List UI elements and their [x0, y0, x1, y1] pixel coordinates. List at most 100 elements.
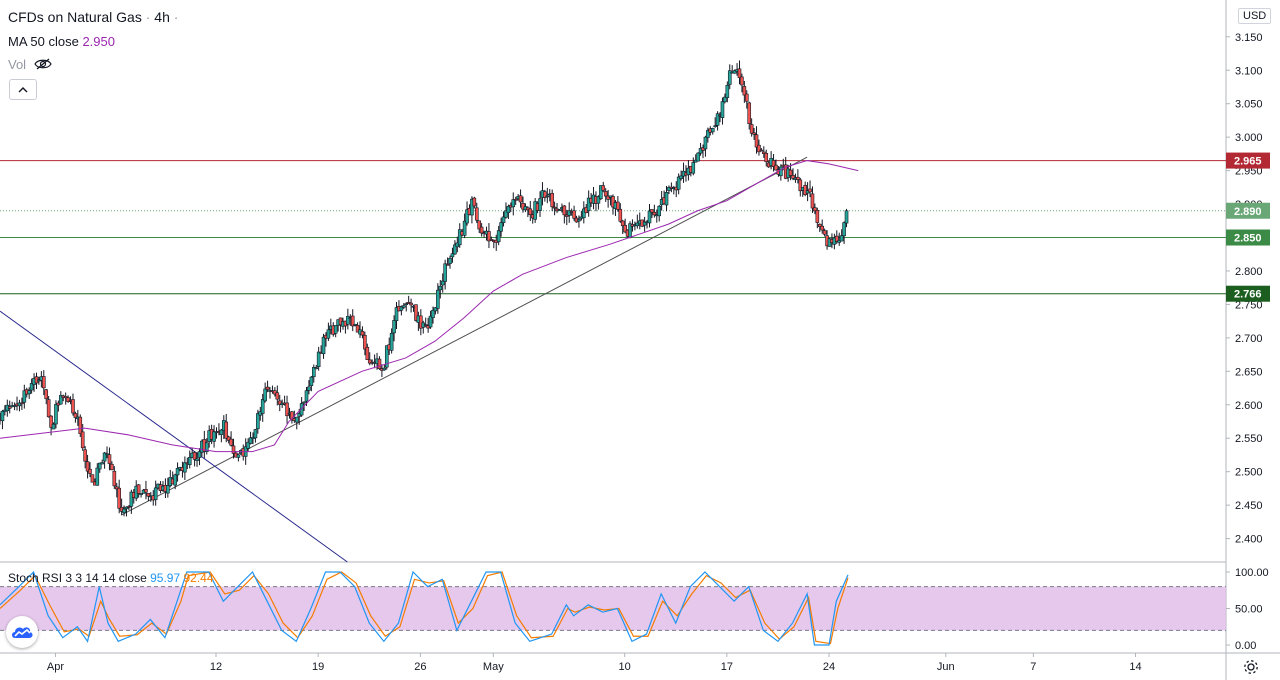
candle[interactable]: [501, 211, 506, 227]
candle[interactable]: [229, 431, 233, 447]
candle[interactable]: [260, 393, 265, 422]
candle[interactable]: [409, 298, 413, 313]
candle[interactable]: [796, 169, 800, 184]
eye-hidden-icon[interactable]: [34, 58, 52, 70]
candle[interactable]: [183, 456, 187, 481]
candle[interactable]: [110, 461, 114, 471]
candle[interactable]: [97, 462, 102, 473]
candle[interactable]: [29, 378, 34, 394]
candle[interactable]: [144, 480, 148, 500]
candle[interactable]: [679, 170, 683, 181]
candle[interactable]: [443, 259, 447, 290]
currency-label[interactable]: USD: [1238, 8, 1272, 24]
stoch-k-line[interactable]: [0, 570, 849, 646]
candle[interactable]: [479, 223, 484, 237]
candle[interactable]: [275, 385, 280, 406]
candle[interactable]: [423, 317, 428, 328]
candle[interactable]: [759, 148, 764, 152]
candle[interactable]: [543, 189, 547, 202]
candle[interactable]: [273, 387, 277, 397]
candle[interactable]: [399, 305, 404, 316]
candle[interactable]: [41, 370, 46, 396]
candle[interactable]: [192, 451, 197, 467]
candle[interactable]: [545, 187, 550, 204]
candle[interactable]: [813, 203, 817, 215]
ma-legend[interactable]: MA 50 close 2.950: [8, 34, 115, 49]
candle[interactable]: [85, 454, 90, 479]
candle[interactable]: [438, 280, 443, 299]
candle[interactable]: [487, 223, 491, 249]
candle[interactable]: [124, 506, 129, 517]
candle[interactable]: [46, 396, 51, 418]
candle[interactable]: [195, 452, 199, 467]
tradingview-logo[interactable]: [6, 616, 38, 648]
candle[interactable]: [350, 309, 355, 332]
candle[interactable]: [367, 352, 372, 366]
candle[interactable]: [311, 364, 316, 383]
candle[interactable]: [803, 181, 807, 197]
candle[interactable]: [406, 295, 411, 304]
candle[interactable]: [754, 126, 759, 154]
candle[interactable]: [153, 480, 158, 506]
candle[interactable]: [696, 152, 700, 162]
candle[interactable]: [465, 201, 469, 226]
volume-legend[interactable]: Vol: [8, 57, 52, 72]
candle[interactable]: [248, 431, 253, 445]
candle[interactable]: [54, 400, 58, 429]
candle[interactable]: [146, 492, 151, 502]
candle[interactable]: [419, 309, 423, 336]
price-pane[interactable]: [0, 60, 1226, 563]
candle[interactable]: [725, 81, 730, 103]
collapse-legend-button[interactable]: [9, 79, 37, 100]
candle[interactable]: [353, 323, 357, 327]
candle[interactable]: [440, 273, 445, 293]
candle[interactable]: [63, 392, 68, 405]
candle[interactable]: [358, 321, 362, 338]
candle[interactable]: [521, 196, 525, 213]
candle[interactable]: [71, 393, 75, 416]
ma50-line[interactable]: [0, 160, 859, 453]
candle[interactable]: [346, 308, 350, 330]
candle[interactable]: [219, 428, 224, 443]
candle[interactable]: [105, 446, 109, 459]
candle[interactable]: [577, 215, 581, 228]
symbol-name[interactable]: CFDs on Natural Gas: [8, 9, 142, 25]
gear-icon[interactable]: [1242, 658, 1260, 676]
candle[interactable]: [309, 375, 314, 392]
candle[interactable]: [12, 402, 17, 411]
candle[interactable]: [740, 73, 744, 93]
candle[interactable]: [231, 438, 236, 459]
candle[interactable]: [457, 223, 462, 248]
candle[interactable]: [173, 473, 177, 490]
candle[interactable]: [642, 216, 647, 232]
candle[interactable]: [557, 209, 562, 211]
candle[interactable]: [285, 395, 289, 424]
candle[interactable]: [474, 202, 479, 224]
candle[interactable]: [635, 214, 640, 229]
candle[interactable]: [771, 153, 776, 172]
candle[interactable]: [360, 326, 365, 339]
candle[interactable]: [236, 454, 241, 462]
candle[interactable]: [100, 459, 104, 465]
candle[interactable]: [706, 127, 710, 143]
candle[interactable]: [414, 304, 418, 322]
candle[interactable]: [265, 380, 270, 393]
candle[interactable]: [114, 483, 119, 498]
candle[interactable]: [616, 196, 620, 212]
candle[interactable]: [290, 410, 294, 424]
candle[interactable]: [752, 127, 756, 140]
candle[interactable]: [102, 451, 107, 469]
candle[interactable]: [732, 69, 737, 74]
candle[interactable]: [710, 127, 715, 135]
candle[interactable]: [499, 217, 503, 237]
candle[interactable]: [582, 201, 586, 224]
candle[interactable]: [762, 146, 766, 158]
candle[interactable]: [212, 425, 216, 448]
candle[interactable]: [175, 462, 180, 482]
candle[interactable]: [448, 255, 452, 269]
candle[interactable]: [572, 205, 576, 221]
candle[interactable]: [226, 435, 231, 444]
candle[interactable]: [129, 489, 134, 514]
candle[interactable]: [511, 192, 516, 216]
